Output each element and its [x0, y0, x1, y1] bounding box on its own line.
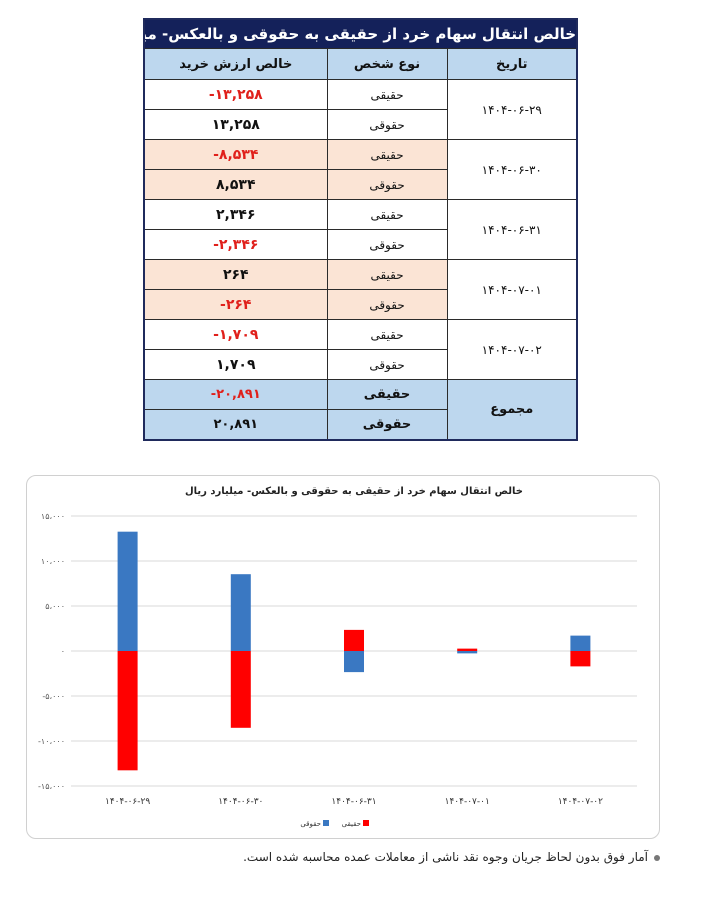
net-value-cell: ۲۰,۸۹۱: [143, 409, 328, 441]
x-category-label: ۱۴۰۴-۰۶-۲۹: [105, 797, 150, 807]
table-body: ۱۴۰۴-۰۶-۲۹ حقیقی -۱۳,۲۵۸ حقوقی ۱۳,۲۵۸ ۱۴۰۴-۰۶…: [143, 79, 578, 441]
bar-hoghooghi: [344, 651, 364, 673]
net-value-cell: -۲۶۴: [143, 289, 328, 320]
y-tick-label: ۵،۰۰۰: [45, 602, 65, 611]
table-row: ۱۴۰۴-۰۶-۳۱ حقیقی ۲,۳۴۶: [143, 199, 578, 260]
bar-hoghooghi: [117, 531, 138, 651]
header-net-value: خالص ارزش خرید: [143, 48, 328, 80]
person-type-cell: حقوقی: [326, 349, 448, 380]
date-cell: ۱۴۰۴-۰۶-۲۹: [446, 79, 578, 140]
date-cell: ۱۴۰۴-۰۶-۳۱: [446, 199, 578, 260]
table-row: ۱۴۰۴-۰۶-۲۹ حقیقی -۱۳,۲۵۸: [143, 79, 578, 140]
y-tick-label: -۱۰،۰۰۰: [38, 737, 65, 746]
y-tick-label: ۱۵،۰۰۰: [41, 512, 65, 521]
x-category-label: ۱۴۰۴-۰۶-۳۰: [218, 797, 263, 807]
y-tick-label: -۵،۰۰۰: [42, 692, 65, 701]
bar-haghighi: [344, 629, 364, 651]
date-cell: ۱۴۰۴-۰۷-۰۱: [446, 259, 578, 320]
x-category-label: ۱۴۰۴-۰۷-۰۲: [558, 797, 603, 807]
bar-haghighi: [457, 648, 478, 651]
table-row: حقوقی ۱,۷۰۹: [143, 349, 577, 380]
net-value-cell: -۱,۷۰۹: [143, 319, 328, 350]
table-row: حقوقی -۲۶۴: [143, 289, 577, 320]
person-type-cell: حقیقی: [326, 259, 448, 290]
person-type-cell: حقوقی: [326, 109, 448, 140]
bar-hoghooghi: [457, 651, 478, 654]
person-type-cell: حقوقی: [326, 229, 448, 260]
flow-table-container: خالص انتقال سهام خرد از حقیقی به حقوقی و…: [143, 18, 579, 441]
net-value-cell: -۲,۳۴۶: [143, 229, 328, 260]
table-row: ۱۴۰۴-۰۷-۰۲ حقیقی -۱,۷۰۹: [143, 319, 578, 380]
total-row: حقوقی ۲۰,۸۹۱: [143, 409, 577, 441]
y-tick-label: ۱۰،۰۰۰: [41, 557, 65, 566]
net-value-cell: ۱,۷۰۹: [143, 349, 328, 380]
table-row: حقوقی -۲,۳۴۶: [143, 229, 577, 260]
net-value-cell: ۲,۳۴۶: [143, 199, 328, 230]
bar-haghighi: [230, 651, 251, 728]
legend-label: حقوقی: [300, 820, 321, 828]
bar-haghighi: [117, 651, 138, 771]
person-type-cell: حقیقی: [326, 379, 448, 410]
table-row: ۱۴۰۴-۰۶-۳۰ حقیقی -۸,۵۳۴: [143, 139, 578, 200]
person-type-cell: حقوقی: [326, 409, 448, 441]
table-row: ۱۴۰۴-۰۷-۰۱ حقیقی ۲۶۴: [143, 259, 578, 320]
net-value-cell: ۸,۵۳۴: [143, 169, 328, 200]
legend-swatch: [323, 820, 329, 826]
legend-swatch: [363, 820, 369, 826]
net-value-cell: ۱۳,۲۵۸: [143, 109, 328, 140]
header-person-type: نوع شخص: [326, 48, 448, 80]
footnote-text: آمار فوق بدون لحاظ جریان وجوه نقد ناشی ا…: [243, 850, 648, 864]
table-row: حقوقی ۸,۵۳۴: [143, 169, 577, 200]
x-category-label: ۱۴۰۴-۰۷-۰۱: [445, 797, 490, 807]
net-value-cell: -۲۰,۸۹۱: [143, 379, 328, 410]
person-type-cell: حقیقی: [326, 199, 448, 230]
y-tick-label: -۱۵،۰۰۰: [38, 782, 65, 791]
net-value-cell: -۱۳,۲۵۸: [143, 79, 328, 110]
x-category-label: ۱۴۰۴-۰۶-۳۱: [331, 797, 376, 807]
net-value-cell: -۸,۵۳۴: [143, 139, 328, 170]
date-cell: ۱۴۰۴-۰۷-۰۲: [446, 319, 578, 380]
table-title: خالص انتقال سهام خرد از حقیقی به حقوقی و…: [143, 18, 578, 49]
person-type-cell: حقوقی: [326, 289, 448, 320]
person-type-cell: حقیقی: [326, 139, 448, 170]
chart-panel: خالص انتقال سهام خرد از حقیقی به حقوقی و…: [26, 475, 660, 839]
bar-hoghooghi: [230, 574, 251, 651]
total-label-cell: مجموع: [446, 379, 578, 441]
header-date: تاریخ: [446, 48, 578, 80]
bullet-icon: [654, 854, 660, 861]
total-row: مجموع حقیقی -۲۰,۸۹۱: [143, 379, 578, 441]
table-row: حقوقی ۱۳,۲۵۸: [143, 109, 577, 140]
person-type-cell: حقیقی: [326, 319, 448, 350]
footnote: آمار فوق بدون لحاظ جریان وجوه نقد ناشی ا…: [243, 850, 660, 864]
bar-hoghooghi: [570, 635, 591, 651]
stacked-bar-chart: خالص انتقال سهام خرد از حقیقی به حقوقی و…: [38, 486, 637, 828]
bar-haghighi: [570, 651, 591, 667]
net-value-cell: ۲۶۴: [143, 259, 328, 290]
chart-title: خالص انتقال سهام خرد از حقیقی به حقوقی و…: [185, 486, 523, 497]
person-type-cell: حقیقی: [326, 79, 448, 110]
legend-label: حقیقی: [342, 820, 361, 828]
y-tick-label: ۰: [61, 647, 65, 656]
flow-table: خالص انتقال سهام خرد از حقیقی به حقوقی و…: [143, 18, 579, 441]
date-cell: ۱۴۰۴-۰۶-۳۰: [446, 139, 578, 200]
person-type-cell: حقوقی: [326, 169, 448, 200]
